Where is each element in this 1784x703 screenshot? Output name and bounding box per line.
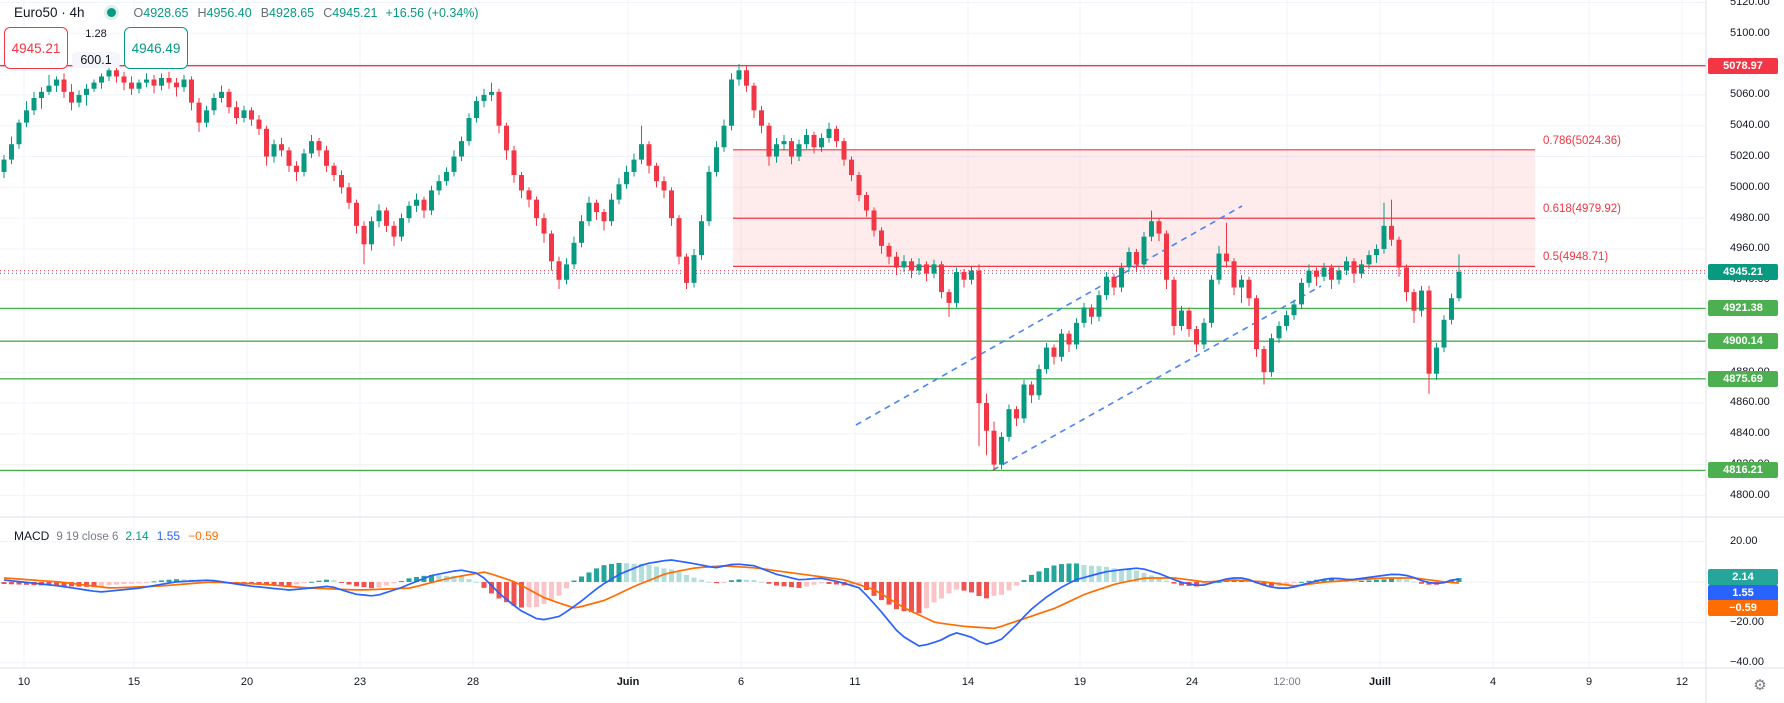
- level-badge: 4921.38: [1708, 300, 1778, 317]
- ohlc-item-H: H4956.40: [197, 5, 252, 20]
- time-tick-label: 19: [1073, 676, 1087, 688]
- buy-button[interactable]: 4946.49: [124, 27, 188, 69]
- ohlc-item-C: C4945.21: [323, 5, 378, 20]
- fib-level-label: 0.618(4979.92): [1543, 203, 1622, 216]
- level-badge: 4816.21: [1708, 462, 1778, 479]
- macd-tick-label: −40.00: [1730, 656, 1764, 669]
- time-tick-label: 20: [240, 676, 254, 688]
- macd-tick-label: −20.00: [1730, 615, 1764, 628]
- level-badge: 4900.14: [1708, 333, 1778, 350]
- price-tick-label: 5000.00: [1730, 180, 1770, 193]
- grid: [0, 0, 1706, 668]
- macd-legend[interactable]: MACD 9 19 close 6 2.14 1.55 −0.59: [14, 529, 218, 543]
- fib-level-label: 0.786(5024.36): [1543, 134, 1622, 147]
- time-tick-label: Juin: [616, 676, 640, 688]
- level-badge: 5078.97: [1708, 57, 1778, 74]
- horizontal-levels[interactable]: [0, 65, 1706, 472]
- macd-params: 9 19 close 6: [56, 531, 119, 543]
- level-badge: 4875.69: [1708, 370, 1778, 387]
- time-tick-label: Juill: [1368, 676, 1391, 688]
- time-tick-label: 24: [1185, 676, 1199, 688]
- time-tick-label: 14: [961, 676, 975, 688]
- time-tick-label: 4: [1489, 676, 1497, 688]
- time-tick-label: 12: [1675, 676, 1689, 688]
- price-change-value: +16.56 (+0.34%): [385, 5, 479, 20]
- spread-value: 1.28: [85, 28, 107, 40]
- time-tick-label: 23: [353, 676, 367, 688]
- time-tick-label: 12:00: [1273, 676, 1301, 688]
- ohlc-item-O: O4928.65: [133, 5, 189, 20]
- price-tick-label: 4980.00: [1730, 211, 1770, 224]
- time-scale[interactable]: [0, 668, 1784, 703]
- time-tick-label: 6: [737, 676, 745, 688]
- order-panel: 4945.21 1.28 600.1 4946.49: [4, 27, 188, 69]
- macd-tick-label: 20.00: [1730, 535, 1758, 548]
- gear-icon[interactable]: ⚙: [1753, 677, 1767, 694]
- price-tick-label: 4960.00: [1730, 242, 1770, 255]
- price-tick-label: 4800.00: [1730, 488, 1770, 501]
- last-price-badge: 4945.21: [1708, 263, 1778, 280]
- price-tick-label: 5120.00: [1730, 0, 1770, 8]
- price-tick-label: 5040.00: [1730, 119, 1770, 132]
- buy-price: 4946.49: [131, 40, 181, 56]
- macd-value: 2.14: [125, 529, 149, 543]
- symbol-legend[interactable]: Euro50 · 4h O4928.65 H4956.40 B4928.65 C494…: [14, 5, 479, 20]
- macd-values-row: 2.14 1.55 −0.59: [125, 529, 218, 543]
- time-tick-label: 11: [849, 676, 861, 688]
- price-tick-label: 5020.00: [1730, 150, 1770, 163]
- time-tick-label: 15: [127, 676, 141, 688]
- ohlc-values-row: O4928.65 H4956.40 B4928.65 C4945.21: [134, 6, 378, 20]
- candles[interactable]: [1, 64, 1462, 471]
- macd-value-badge: 1.55: [1708, 584, 1778, 601]
- macd-value-badge: −0.59: [1708, 599, 1778, 616]
- macd-signal-line: [3, 565, 1460, 630]
- volume-value[interactable]: 600.1: [72, 52, 120, 68]
- price-tick-label: 5060.00: [1730, 88, 1770, 101]
- ohlc-item-B: B4928.65: [260, 5, 315, 20]
- macd-line: [3, 559, 1460, 647]
- price-scale[interactable]: [1706, 0, 1784, 668]
- time-tick-label: 9: [1585, 676, 1593, 688]
- macd-histogram: [1, 562, 1462, 614]
- trend-channel[interactable]: [855, 205, 1322, 471]
- macd-value-badge: 2.14: [1708, 569, 1778, 585]
- macd-indicator-title: MACD: [14, 529, 50, 543]
- macd-value: −0.59: [188, 529, 219, 543]
- spread-column: 1.28 600.1: [68, 27, 124, 69]
- sell-price: 4945.21: [11, 40, 61, 56]
- sell-button[interactable]: 4945.21: [4, 27, 68, 69]
- time-tick-label: 28: [466, 676, 480, 688]
- price-tick-label: 5100.00: [1730, 26, 1770, 39]
- symbol-title[interactable]: Euro50 · 4h: [14, 5, 85, 20]
- macd-value: 1.55: [156, 529, 181, 543]
- price-tick-label: 4840.00: [1730, 427, 1770, 440]
- fib-level-label: 0.5(4948.71): [1543, 251, 1609, 264]
- price-tick-label: 4860.00: [1730, 396, 1770, 409]
- market-status-dot: [106, 8, 116, 17]
- time-tick-label: 10: [17, 676, 31, 688]
